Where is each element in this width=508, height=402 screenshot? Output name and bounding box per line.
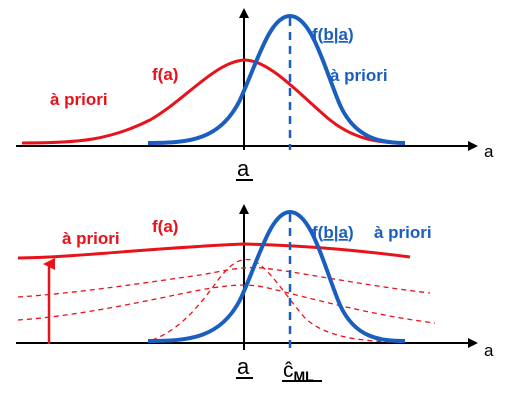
top-prior-curve-label: f(a)	[152, 65, 178, 84]
top-likelihood-label: f(b|a)	[312, 25, 354, 44]
bottom-prior-dashed-curve-1	[17, 266, 431, 298]
bottom-likelihood-label-sep: |	[334, 223, 339, 242]
top-under-a-label: a	[237, 156, 250, 181]
bottom-estimate-symbol: ĉ	[283, 359, 294, 382]
top-likelihood-label-a: a	[338, 25, 348, 44]
bottom-panel: à priori f(a) f(b|a) à priori a a ĉML	[16, 204, 494, 384]
bottom-prior-text: à priori	[62, 229, 120, 248]
top-likelihood-label-b: b	[323, 25, 333, 44]
bottom-likelihood-label: f(b|a)	[312, 223, 354, 242]
bottom-prior-flat-curve	[17, 242, 411, 260]
bottom-prior-dashed-curve-2	[17, 284, 436, 324]
bottom-likelihood-text: à priori	[374, 223, 432, 242]
top-likelihood-label-prefix: f(	[312, 25, 324, 44]
top-panel: à priori f(a) f(b|a) à priori a a	[16, 8, 494, 181]
top-x-axis-label: a	[484, 142, 494, 161]
bottom-under-a-label: a	[237, 354, 250, 379]
top-likelihood-text: à priori	[330, 66, 388, 85]
bottom-x-axis-label: a	[484, 341, 494, 360]
bottom-prior-curve-label: f(a)	[152, 217, 178, 236]
top-likelihood-label-sep: |	[334, 25, 339, 44]
bottom-likelihood-label-suffix: )	[348, 223, 354, 242]
top-likelihood-label-suffix: )	[348, 25, 354, 44]
bottom-likelihood-curve	[147, 209, 406, 343]
top-prior-curve	[21, 58, 406, 145]
bottom-likelihood-label-a: a	[338, 223, 348, 242]
top-prior-text: à priori	[50, 90, 108, 109]
bottom-likelihood-label-b: b	[323, 223, 333, 242]
bottom-likelihood-label-prefix: f(	[312, 223, 324, 242]
top-likelihood-curve	[147, 13, 406, 145]
